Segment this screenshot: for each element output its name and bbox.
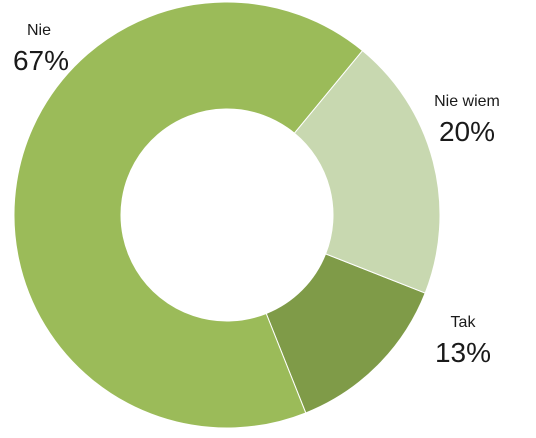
slice-label-nie: Nie: [27, 22, 51, 39]
slice-percent-nie: 67%: [13, 45, 69, 76]
slice-label-tak: Tak: [451, 314, 477, 331]
label-group-nie: Nie 67%: [13, 22, 69, 76]
slice-nie-wiem: [293, 49, 441, 294]
label-group-nie-wiem: Nie wiem 20%: [434, 93, 500, 147]
label-group-tak: Tak 13%: [435, 314, 491, 368]
slice-percent-tak: 13%: [435, 337, 491, 368]
slice-percent-nie-wiem: 20%: [439, 116, 495, 147]
slice-nie: [13, 1, 364, 429]
slice-label-nie-wiem: Nie wiem: [434, 93, 500, 110]
donut-slices: [13, 1, 441, 429]
